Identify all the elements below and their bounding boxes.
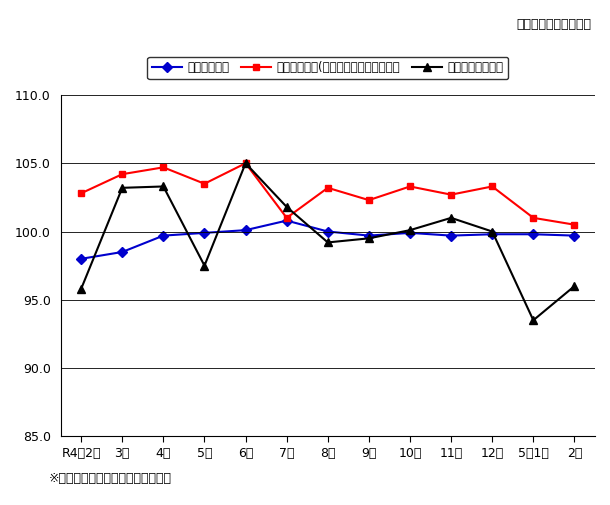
常用雇用指数 — [489, 231, 496, 237]
常用雇用指数 — [571, 233, 578, 239]
常用雇用指数 — [77, 256, 85, 262]
総実労働時間指数 — [571, 283, 578, 289]
名目賃金指数(きまって支給する給与） — [406, 183, 414, 189]
名目賃金指数(きまって支給する給与） — [448, 191, 455, 197]
常用雇用指数 — [448, 233, 455, 239]
名目賃金指数(きまって支給する給与） — [283, 215, 290, 221]
常用雇用指数 — [160, 233, 167, 239]
Line: 名目賃金指数(きまって支給する給与）: 名目賃金指数(きまって支給する給与） — [77, 160, 578, 228]
総実労働時間指数 — [242, 160, 249, 166]
Text: ※事業所規模５人以上：調査産業計: ※事業所規模５人以上：調査産業計 — [49, 472, 172, 485]
名目賃金指数(きまって支給する給与） — [529, 215, 537, 221]
Line: 総実労働時間指数: 総実労働時間指数 — [77, 159, 579, 324]
名目賃金指数(きまって支給する給与） — [489, 183, 496, 189]
常用雇用指数 — [365, 233, 373, 239]
名目賃金指数(きまって支給する給与） — [160, 164, 167, 170]
常用雇用指数 — [201, 230, 208, 236]
名目賃金指数(きまって支給する給与） — [571, 222, 578, 228]
総実労働時間指数 — [365, 235, 373, 241]
常用雇用指数 — [242, 227, 249, 233]
Line: 常用雇用指数: 常用雇用指数 — [77, 217, 578, 262]
総実労働時間指数 — [160, 183, 167, 189]
総実労働時間指数 — [324, 239, 331, 245]
常用雇用指数 — [118, 249, 126, 255]
名目賃金指数(きまって支給する給与） — [324, 185, 331, 191]
名目賃金指数(きまって支給する給与） — [118, 171, 126, 177]
常用雇用指数 — [324, 228, 331, 234]
総実労働時間指数 — [283, 204, 290, 210]
総実労働時間指数 — [406, 227, 414, 233]
総実労働時間指数 — [118, 185, 126, 191]
常用雇用指数 — [283, 218, 290, 224]
総実労働時間指数 — [77, 286, 85, 292]
Legend: 常用雇用指数, 名目賃金指数(きまって支給する給与）, 総実労働時間指数: 常用雇用指数, 名目賃金指数(きまって支給する給与）, 総実労働時間指数 — [148, 57, 508, 79]
常用雇用指数 — [529, 231, 537, 237]
名目賃金指数(きまって支給する給与） — [365, 197, 373, 203]
Text: （令和２年＝１００）: （令和２年＝１００） — [517, 18, 592, 31]
総実労働時間指数 — [448, 215, 455, 221]
常用雇用指数 — [406, 230, 414, 236]
総実労働時間指数 — [489, 228, 496, 234]
名目賃金指数(きまって支給する給与） — [201, 181, 208, 187]
名目賃金指数(きまって支給する給与） — [242, 160, 249, 166]
総実労働時間指数 — [201, 263, 208, 269]
総実労働時間指数 — [529, 317, 537, 323]
名目賃金指数(きまって支給する給与） — [77, 190, 85, 196]
